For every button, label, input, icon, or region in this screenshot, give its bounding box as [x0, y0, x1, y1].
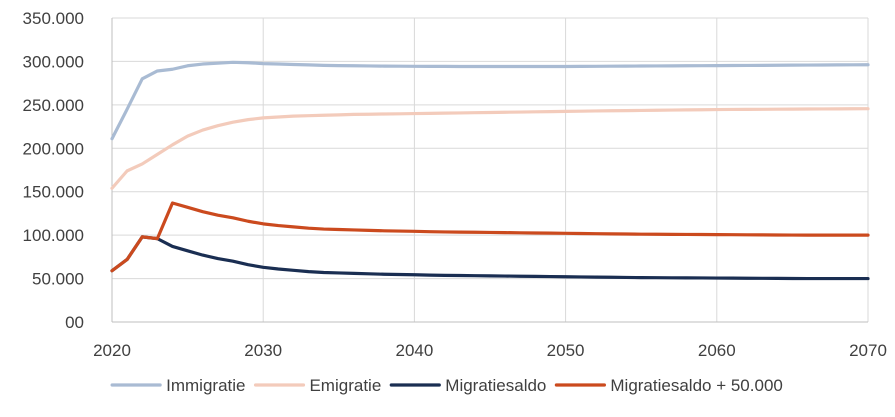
legend-item-2: Migratiesaldo	[389, 376, 546, 395]
legend-item-1: Emigratie	[253, 376, 381, 395]
y-tick-label: 50.000	[32, 270, 84, 289]
x-tick-label: 2020	[93, 341, 131, 360]
y-tick-label: 00	[65, 313, 84, 332]
y-tick-label: 150.000	[23, 183, 84, 202]
series-line-1	[110, 107, 870, 190]
legend-label: Migratiesaldo + 50.000	[610, 376, 782, 395]
legend-label: Migratiesaldo	[445, 376, 546, 395]
y-tick-label: 100.000	[23, 226, 84, 245]
y-tick-label: 250.000	[23, 96, 84, 115]
series-line-0	[110, 60, 870, 141]
series-lines	[110, 60, 870, 281]
legend-item-3: Migratiesaldo + 50.000	[554, 376, 783, 395]
x-tick-label: 2070	[849, 341, 887, 360]
y-tick-label: 300.000	[23, 52, 84, 71]
y-tick-label: 350.000	[23, 9, 84, 28]
y-tick-label: 200.000	[23, 139, 84, 158]
series-line-2	[110, 235, 870, 281]
x-tick-label: 2050	[547, 341, 585, 360]
y-tick-labels: 00 50.000 100.000 150.000 200.000 250.000 300.…	[23, 9, 84, 332]
x-tick-label: 2030	[244, 341, 282, 360]
x-tick-label: 2060	[698, 341, 736, 360]
x-tick-label: 2040	[395, 341, 433, 360]
legend-label: Immigratie	[166, 376, 245, 395]
x-tick-labels: 2020 2030 2040 2050 2060 2070	[93, 341, 887, 360]
legend-label: Emigratie	[309, 376, 381, 395]
legend-item-0: Immigratie	[110, 376, 245, 395]
legend: Immigratie Emigratie Migratiesaldo Migratie…	[110, 376, 783, 395]
series-line-3	[110, 201, 870, 273]
